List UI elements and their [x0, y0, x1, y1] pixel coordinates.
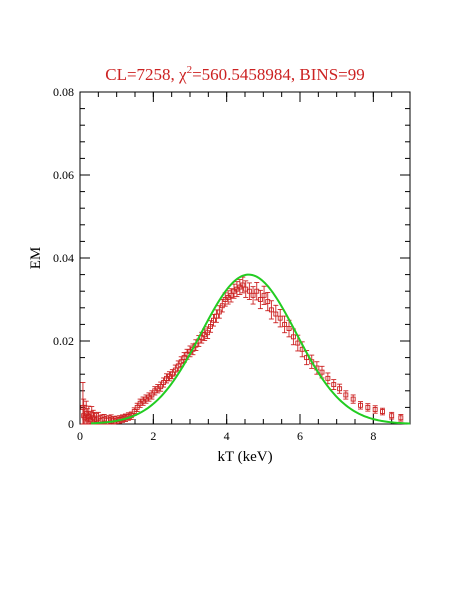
x-tick-label: 8	[370, 429, 376, 443]
point-marker	[172, 367, 178, 373]
y-tick-label: 0.04	[53, 251, 74, 265]
point-marker	[213, 313, 219, 319]
point-marker	[246, 288, 252, 294]
y-axis-label: EM	[28, 247, 44, 270]
y-tick-label: 0.02	[53, 334, 74, 348]
point-marker	[337, 386, 343, 392]
title-chi: χ	[178, 65, 187, 84]
point-marker	[240, 282, 246, 288]
data-point	[337, 383, 343, 394]
data-point	[268, 300, 274, 320]
point-marker	[295, 340, 301, 346]
data-point	[273, 304, 279, 324]
point-marker	[178, 359, 184, 365]
point-marker	[380, 409, 385, 414]
point-marker	[211, 317, 216, 323]
point-marker	[398, 415, 404, 421]
data-point	[358, 401, 363, 410]
data-point	[169, 369, 175, 380]
point-marker	[268, 307, 274, 313]
point-marker	[325, 375, 331, 381]
data-point	[261, 285, 267, 305]
point-marker	[319, 369, 325, 375]
data-point	[372, 405, 378, 414]
data-point	[172, 364, 178, 376]
data-point	[331, 379, 337, 391]
data-point	[282, 315, 288, 334]
data-point	[134, 402, 140, 412]
data-point	[343, 390, 349, 400]
point-marker	[365, 404, 371, 410]
data-point	[398, 414, 404, 422]
x-axis-label: kT (keV)	[217, 449, 272, 465]
point-marker	[265, 299, 271, 305]
data-point	[243, 280, 249, 298]
point-marker	[261, 292, 267, 298]
y-tick-label: 0.08	[53, 85, 74, 99]
x-tick-label: 0	[77, 429, 83, 443]
point-marker	[273, 311, 279, 317]
data-point	[257, 289, 263, 310]
x-tick-label: 4	[224, 429, 230, 443]
data-point	[231, 283, 237, 299]
data-point	[146, 392, 152, 402]
data-point	[246, 282, 252, 300]
point-marker	[389, 413, 395, 419]
data-point	[228, 288, 234, 303]
point-marker	[254, 288, 260, 294]
point-marker	[358, 402, 363, 408]
point-marker	[83, 411, 89, 417]
model-curve	[90, 273, 411, 425]
data-point	[237, 279, 243, 295]
point-marker	[282, 321, 288, 327]
point-marker	[343, 392, 349, 398]
data-point	[250, 286, 256, 305]
data-point	[178, 356, 184, 368]
point-marker	[89, 412, 95, 418]
point-marker	[169, 371, 175, 377]
point-marker	[331, 382, 337, 388]
y-axis-ticks: 0 0.02 0.04 0.06 0.08	[53, 85, 410, 431]
data-point	[365, 403, 371, 412]
data-point	[380, 407, 385, 416]
point-marker	[350, 396, 356, 402]
point-marker	[175, 363, 181, 369]
point-marker	[257, 297, 263, 302]
y-tick-label: 0.06	[53, 168, 74, 182]
data-point	[350, 394, 356, 404]
chart-title: CL=7258, χ2=560.5458984, BINS=99	[105, 64, 365, 84]
title-suffix: =560.5458984, BINS=99	[192, 65, 365, 84]
point-marker	[84, 416, 90, 422]
data-point	[161, 377, 167, 388]
data-point	[277, 309, 283, 328]
data-point	[389, 411, 395, 420]
x-tick-label: 6	[297, 429, 303, 443]
point-marker	[290, 334, 296, 340]
title-prefix: CL=7258,	[105, 65, 179, 84]
title-superscript: 2	[187, 64, 193, 76]
plot-area: 0 2 4 6 8 0 0.02 0.04 0.06 0.08	[53, 85, 411, 443]
point-marker	[228, 292, 234, 298]
point-marker	[181, 355, 187, 361]
point-marker	[372, 407, 378, 412]
y-tick-label: 0	[68, 417, 74, 431]
point-marker	[250, 292, 256, 298]
x-tick-label: 2	[150, 429, 156, 443]
point-marker	[277, 315, 283, 321]
